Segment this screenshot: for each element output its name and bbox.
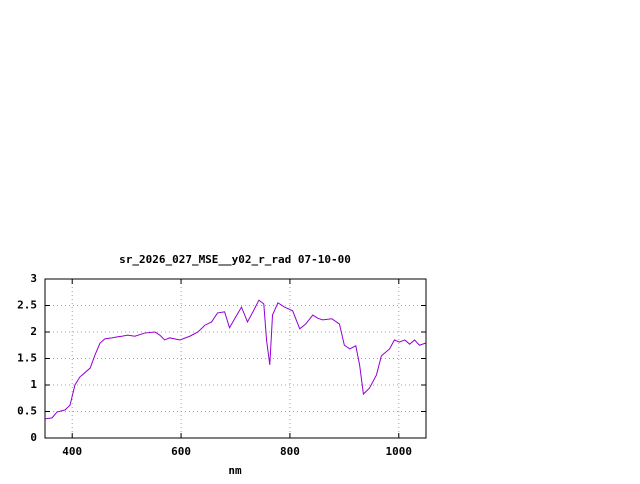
data-line [44, 299, 426, 420]
x-tick-label: 800 [280, 445, 300, 458]
y-tick-label: 2.5 [17, 299, 37, 312]
chart-title: sr_2026_027_MSE__y02_r_rad 07-10-00 [119, 253, 351, 266]
y-tick-label: 1.5 [17, 352, 37, 365]
x-tick-label: 600 [171, 445, 191, 458]
y-tick-label: 2 [30, 325, 37, 338]
y-tick-label: 1 [30, 378, 37, 391]
y-tick-label: 0.5 [17, 405, 37, 418]
y-tick-label: 0 [30, 431, 37, 444]
plot-border [44, 278, 427, 439]
x-tick-label: 1000 [386, 445, 413, 458]
y-tick-label: 3 [30, 272, 37, 285]
x-tick-label: 400 [62, 445, 82, 458]
x-axis-label: nm [228, 464, 242, 477]
